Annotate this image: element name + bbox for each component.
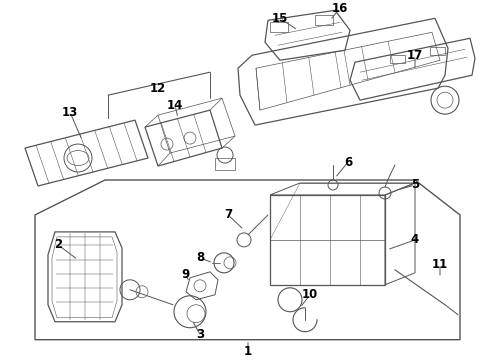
Text: 6: 6 [344, 156, 352, 168]
Text: 7: 7 [224, 208, 232, 221]
Text: 12: 12 [150, 82, 166, 95]
Text: 9: 9 [181, 268, 189, 281]
Text: 13: 13 [62, 105, 78, 119]
Text: 4: 4 [411, 233, 419, 246]
Bar [390, 55, 405, 63]
Bar [315, 15, 333, 25]
Text: 11: 11 [432, 258, 448, 271]
Bar [270, 22, 288, 32]
Text: 15: 15 [272, 12, 288, 25]
Text: 2: 2 [54, 238, 62, 251]
Bar [430, 47, 445, 55]
Text: 8: 8 [196, 251, 204, 264]
Bar [215, 158, 235, 170]
Text: 3: 3 [196, 328, 204, 341]
Text: 17: 17 [407, 49, 423, 62]
Text: 14: 14 [167, 99, 183, 112]
Text: 5: 5 [411, 179, 419, 192]
Text: 16: 16 [332, 2, 348, 15]
Text: 1: 1 [244, 345, 252, 358]
Text: 10: 10 [302, 288, 318, 301]
